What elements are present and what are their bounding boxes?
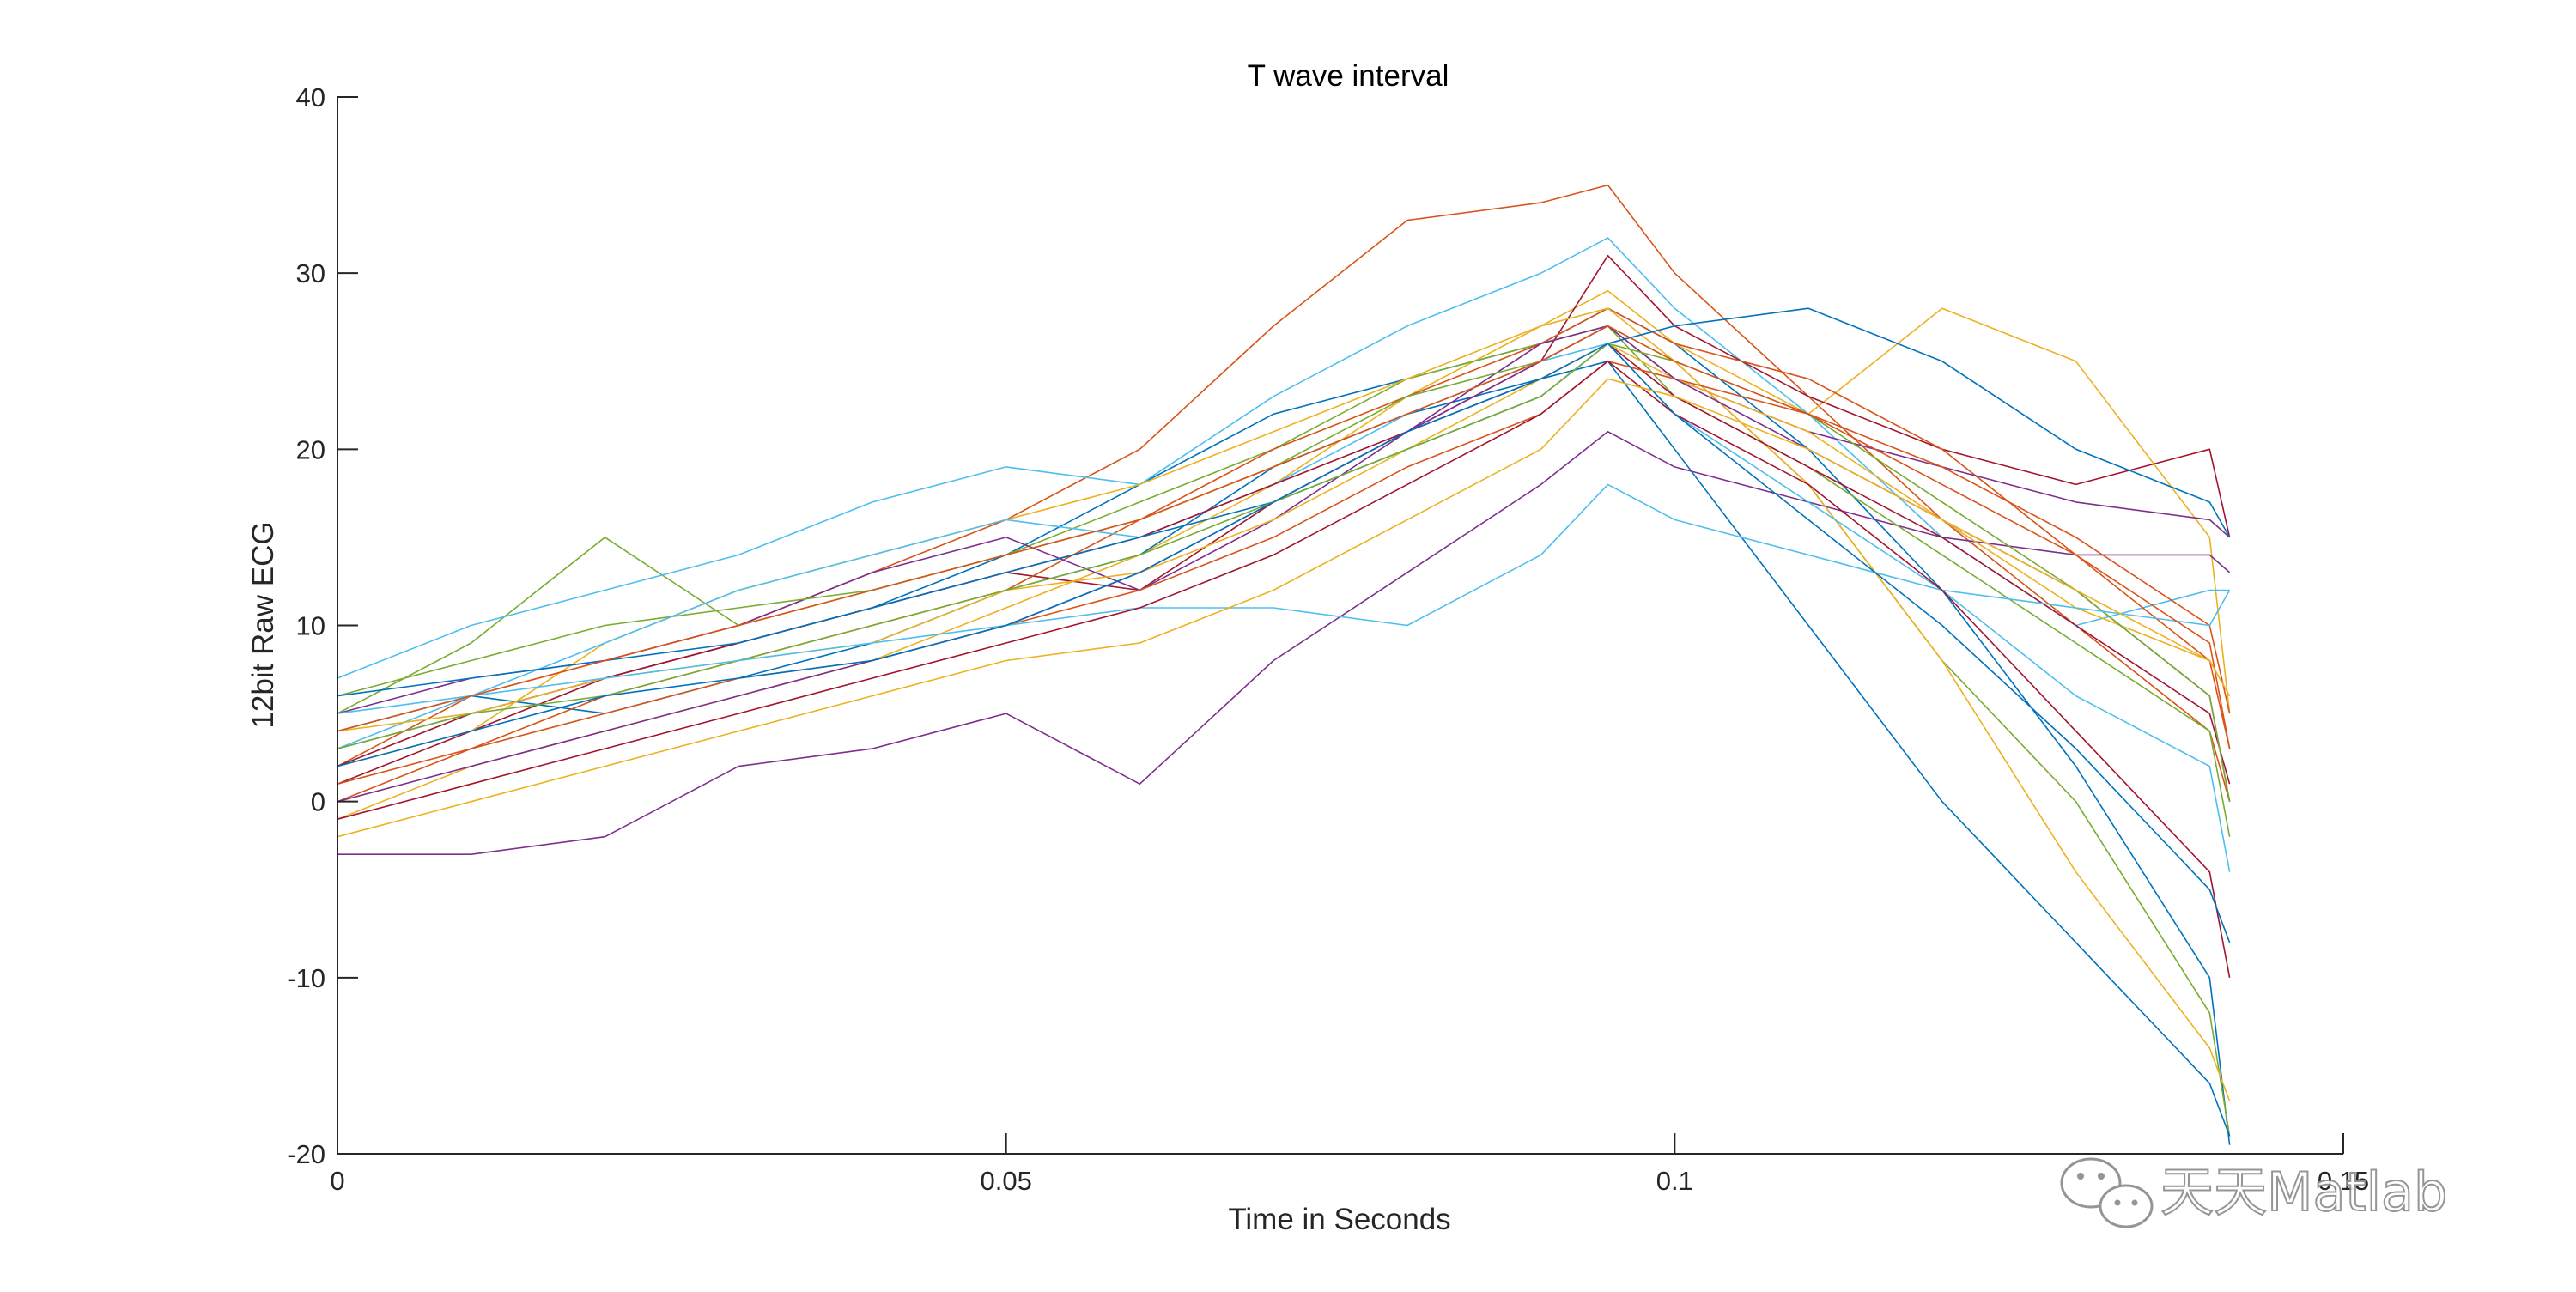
x-tick-label: 0 (330, 1166, 344, 1196)
series-line-23 (337, 325, 2231, 749)
chart-title: T wave interval (1248, 59, 1449, 93)
y-tick-label: 0 (311, 787, 325, 817)
watermark: 天天Matlab (2060, 1157, 2448, 1228)
plot-series-group (337, 184, 2231, 1145)
series-line-21 (337, 361, 2231, 978)
x-tick-label: 0.1 (1656, 1166, 1693, 1196)
series-line-24 (337, 378, 2231, 838)
watermark-text: 天天Matlab (2160, 1161, 2447, 1223)
y-tick-label: -10 (287, 963, 325, 993)
series-line-19 (337, 343, 2231, 802)
y-tick-label: 20 (296, 434, 325, 464)
series-line-22 (337, 343, 2231, 943)
series-line-20 (337, 483, 2231, 714)
y-tick-label: -20 (287, 1139, 325, 1169)
series-line-12 (337, 325, 2231, 837)
x-axis-ticks: 0 0.05 0.1 0.15 (330, 1133, 2369, 1196)
x-tick-label: 0.05 (980, 1166, 1031, 1196)
y-axis-ticks: -20 -10 0 10 20 30 40 (287, 82, 358, 1169)
y-tick-label: 30 (296, 258, 325, 288)
y-tick-label: 40 (296, 82, 325, 112)
x-tick-label: 0.15 (2318, 1166, 2369, 1196)
y-tick-label: 10 (296, 611, 325, 641)
series-line-16 (337, 361, 2231, 785)
y-axis-label: 12bit Raw ECG (246, 521, 280, 728)
x-axis-label: Time in Seconds (1228, 1203, 1450, 1236)
wechat-icon (2060, 1157, 2154, 1228)
